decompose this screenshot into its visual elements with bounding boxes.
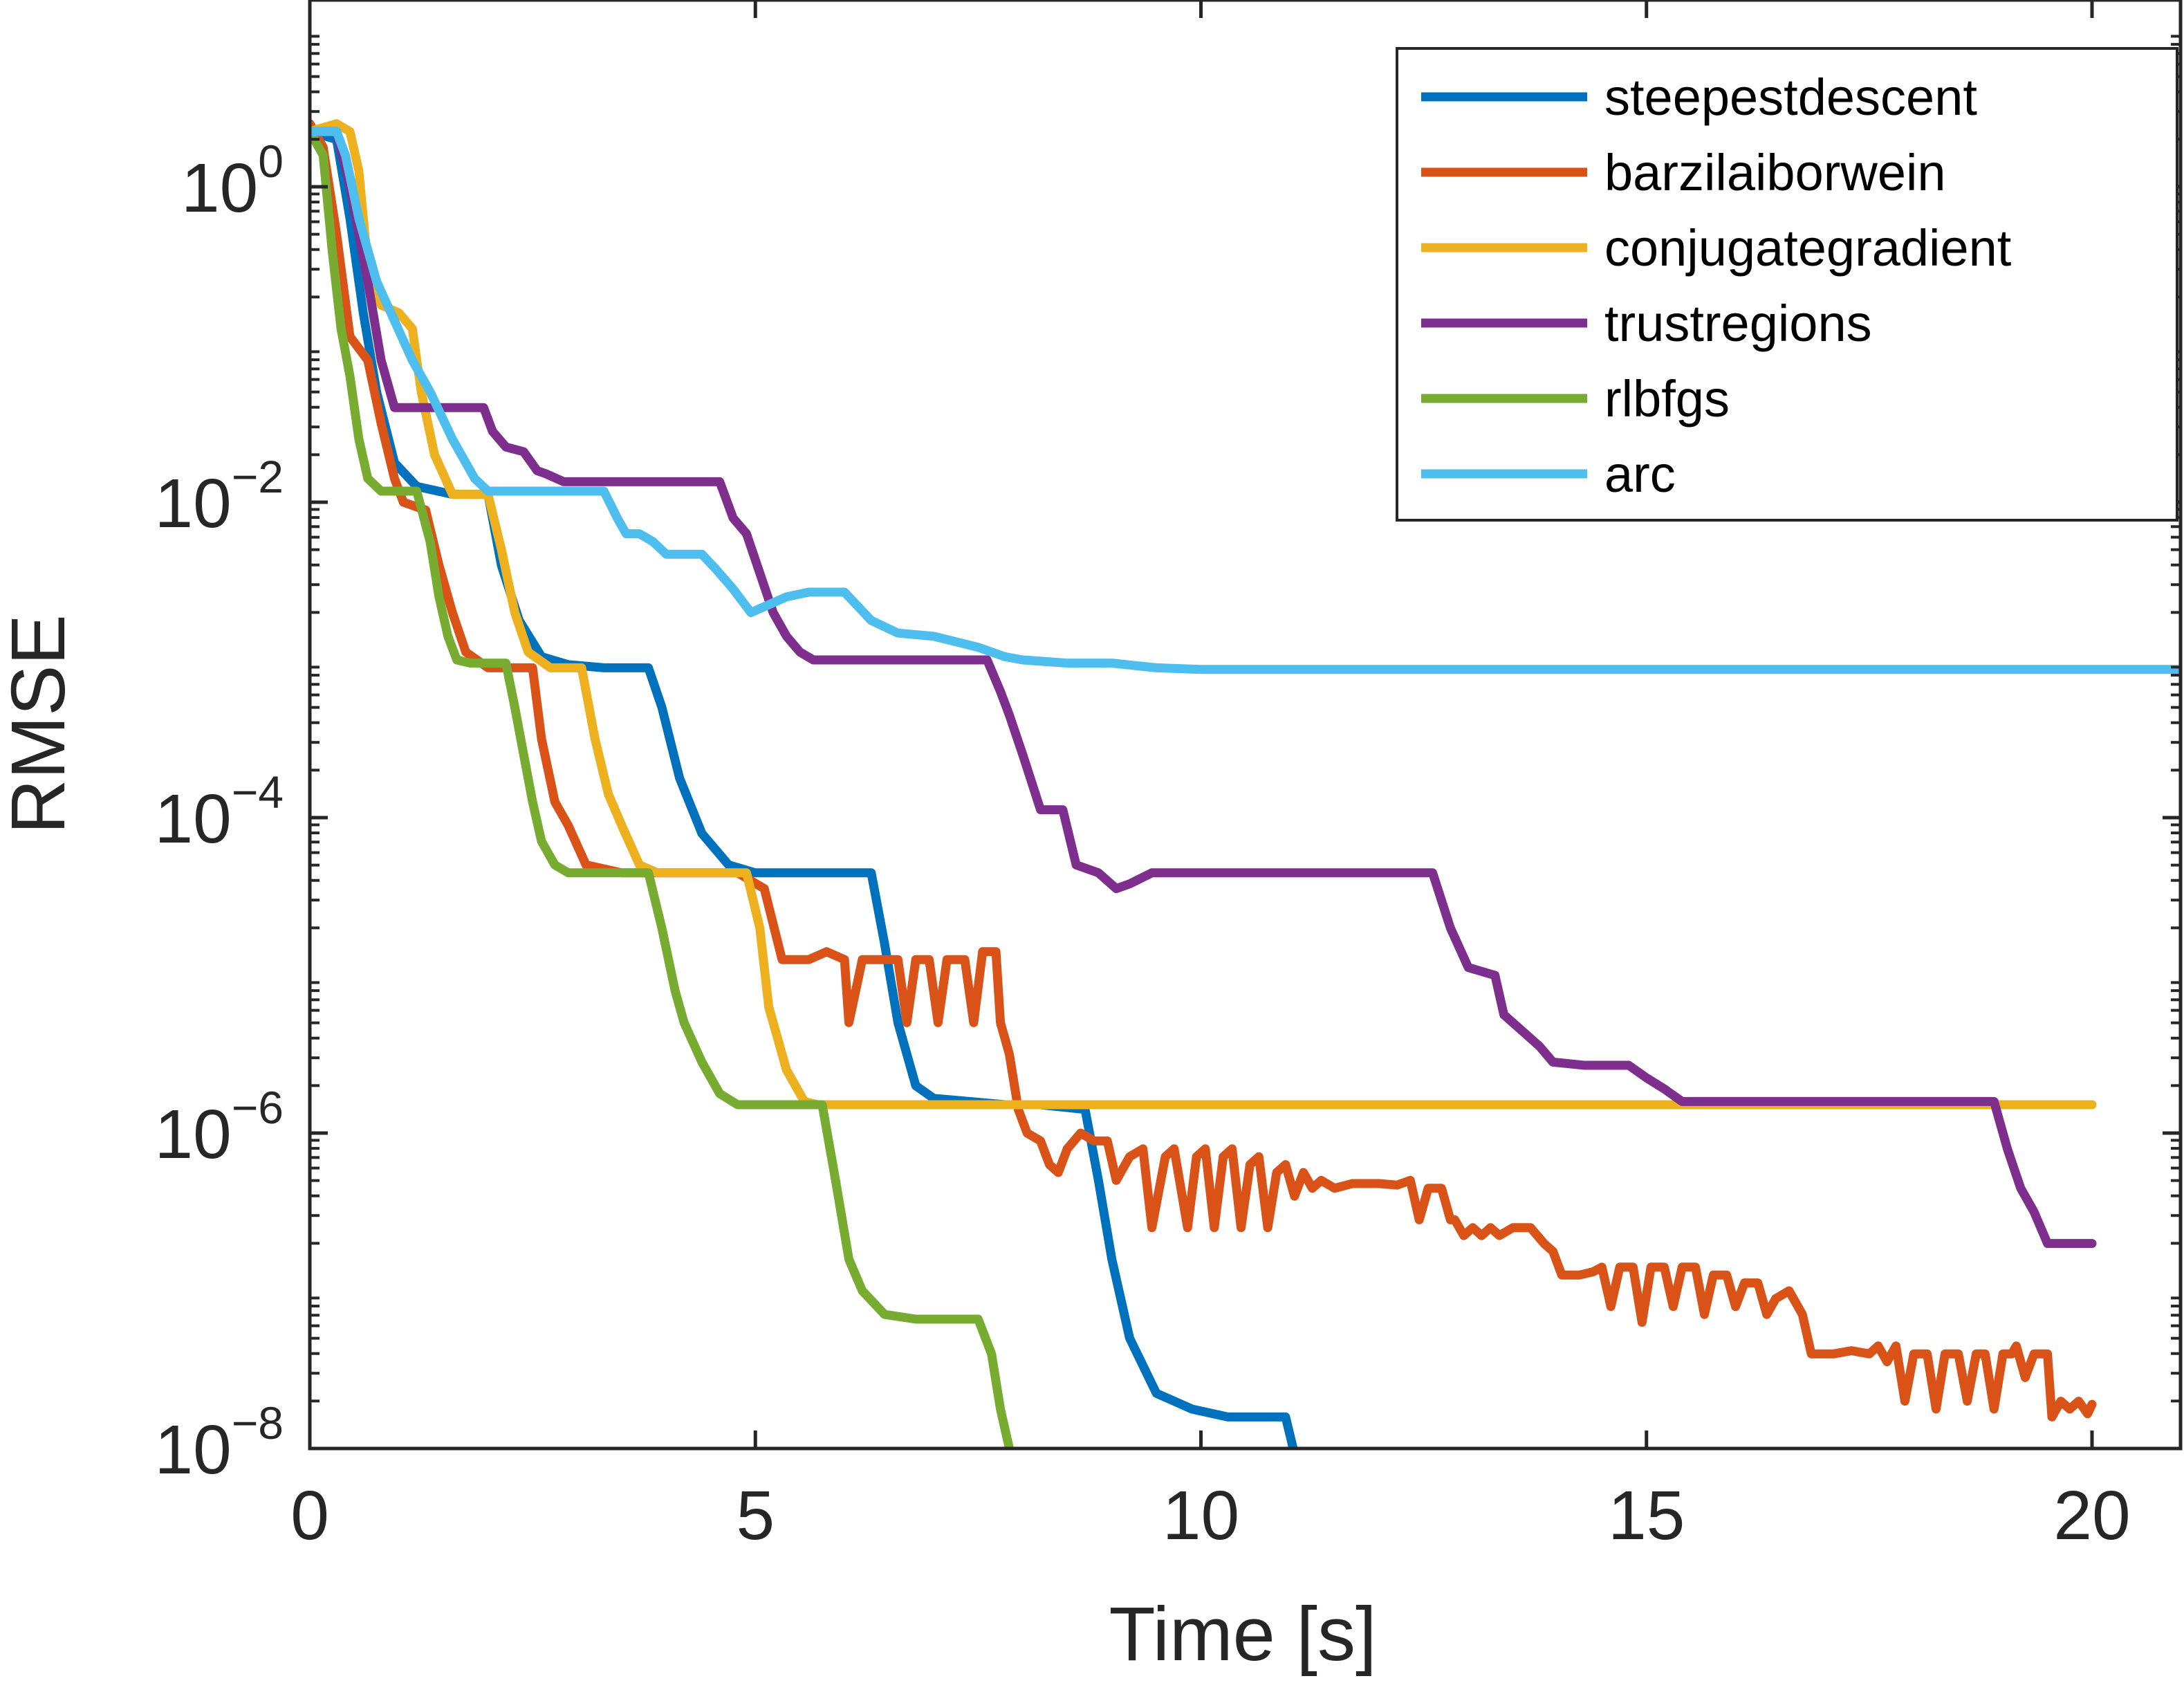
y-tick-label: 10−2 — [155, 451, 284, 542]
x-axis-label: Time [s] — [1109, 1592, 1376, 1677]
x-tick-label: 20 — [2053, 1477, 2130, 1554]
series-line-barzilaiborwein — [310, 119, 2097, 1422]
legend-label-barzilaiborwein: barzilaiborwein — [1604, 144, 1946, 201]
series-line-rlbfgs — [310, 127, 1015, 1449]
y-tick-label: 10−4 — [155, 766, 284, 858]
legend-label-arc: arc — [1604, 445, 1676, 503]
series-line-trustregions — [310, 127, 2097, 1249]
legend-label-conjugategradient: conjugategradient — [1604, 219, 2012, 277]
x-tick-label: 0 — [290, 1477, 329, 1554]
legend: steepestdescent barzilaiborwein conjugateg… — [1396, 47, 2178, 522]
series-line-steepestdescent — [310, 127, 1298, 1449]
x-tick-label: 15 — [1608, 1477, 1685, 1554]
legend-label-rlbfgs: rlbfgs — [1604, 370, 1730, 427]
y-axis-label: RMSE — [0, 614, 81, 834]
tick-layer: 0 5 10 15 20 10−8 10−6 10−4 10−2 100 — [155, 0, 2181, 1554]
series-layer — [310, 119, 2181, 1449]
y-tick-label: 10−8 — [155, 1397, 284, 1489]
legend-label-trustregions: trustregions — [1604, 295, 1872, 352]
plot-frame — [308, 0, 2183, 1451]
legend-box — [1396, 47, 2178, 522]
x-tick-label: 5 — [736, 1477, 775, 1554]
x-tick-label: 10 — [1163, 1477, 1239, 1554]
y-tick-label: 10−6 — [155, 1082, 284, 1173]
y-tick-label: 100 — [181, 136, 284, 227]
series-line-arc — [310, 127, 2181, 674]
legend-label-steepestdescent: steepestdescent — [1604, 68, 1977, 126]
